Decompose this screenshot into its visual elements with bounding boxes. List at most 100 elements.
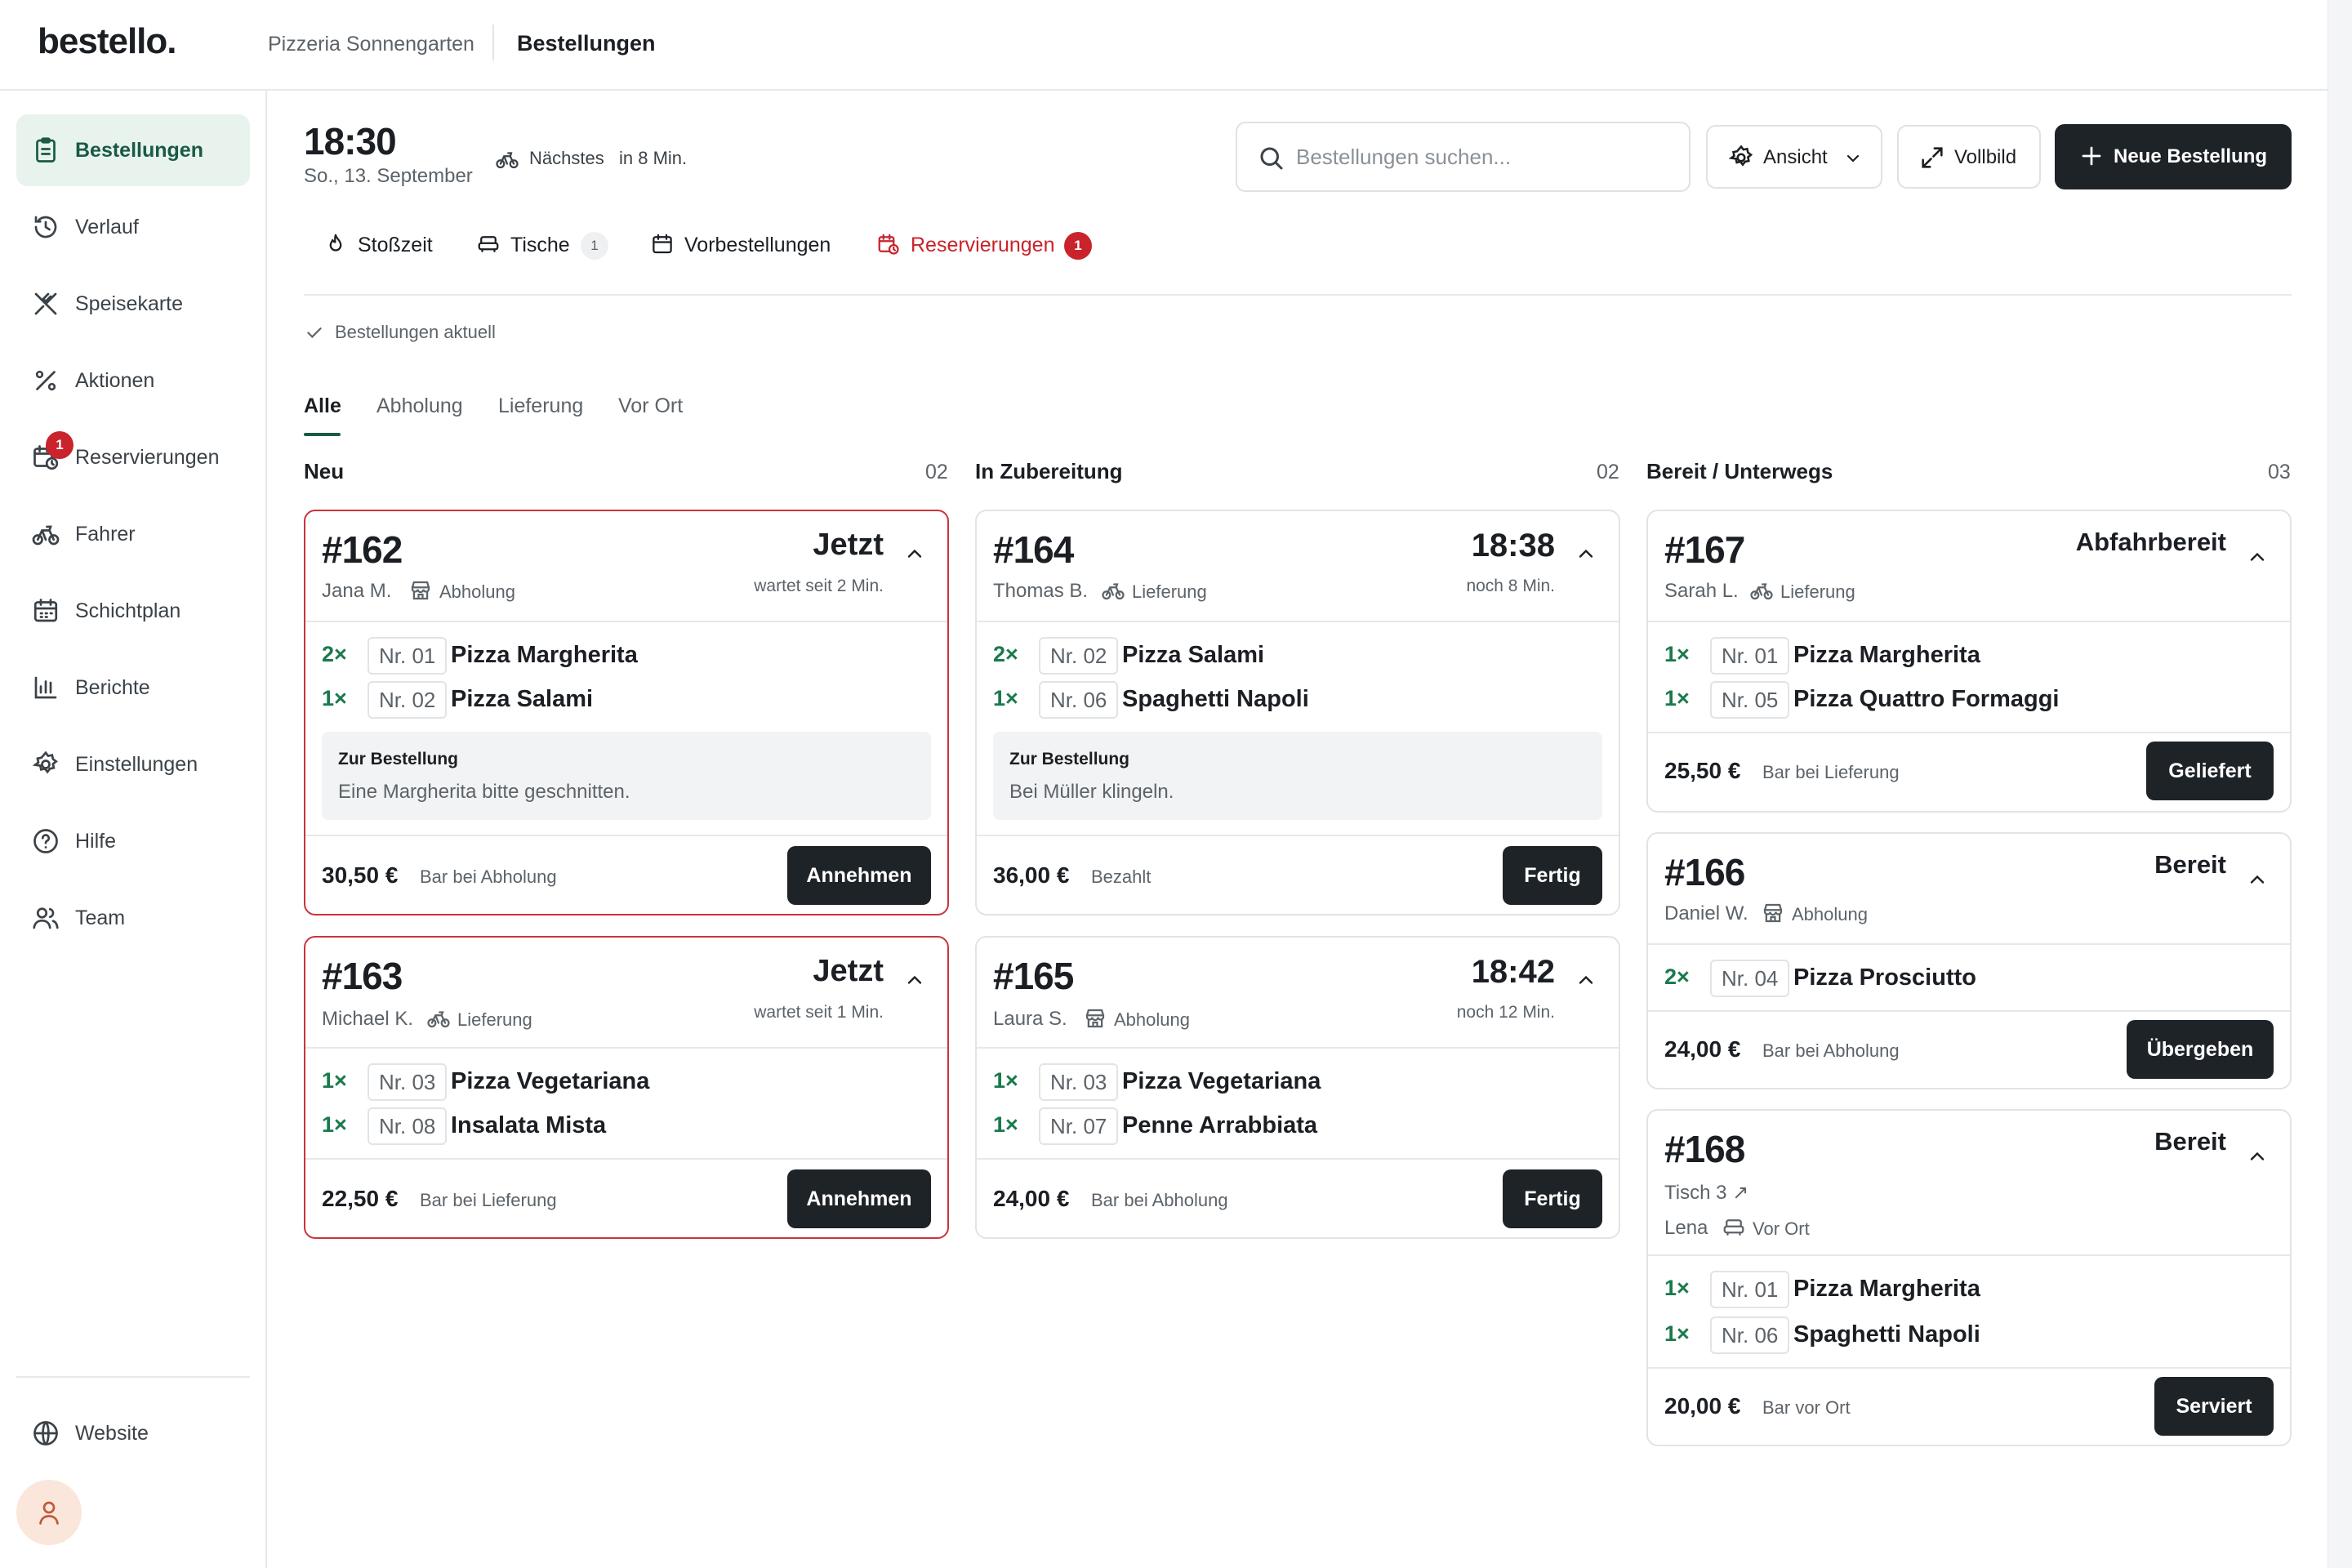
column-title-ready: Bereit / Unterwegs [1646, 459, 1833, 483]
order-card-163[interactable]: #163 Michael K. Lieferung Jetzt wartet s… [304, 936, 949, 1239]
table-link[interactable]: Tisch 3 ↗ [1664, 1182, 1749, 1204]
search-box[interactable] [1236, 122, 1690, 192]
sidebar-item-speisekarte[interactable]: Speisekarte [16, 268, 250, 340]
gear-icon [32, 751, 58, 774]
item-number: Nr. 07 [1039, 1107, 1119, 1145]
bicycle-icon [1102, 583, 1125, 600]
scrollbar-track[interactable] [2328, 0, 2352, 1568]
percent-icon [35, 370, 56, 391]
chevron-up-icon[interactable] [1575, 969, 1597, 991]
order-wait-time: wartet seit 2 Min. [754, 577, 884, 595]
handover-button[interactable]: Übergeben [2127, 1020, 2274, 1079]
chip-tables-count: 1 [581, 232, 608, 260]
order-type-label: Vor Ort [1753, 1218, 1810, 1239]
item-number: Nr. 02 [368, 681, 448, 719]
order-card-166[interactable]: #166 Daniel W. Abholung Bereit 2× Nr. 04… [1646, 832, 2292, 1089]
order-card-footer: 22,50 € Bar bei Lieferung Annehmen [305, 1158, 947, 1237]
chevron-up-icon[interactable] [2246, 868, 2269, 891]
order-card-header: #168 Tisch 3 ↗ Lena Vor Ort Bereit [1648, 1111, 2290, 1256]
sidebar-item-label: Schichtplan [75, 599, 181, 622]
item-number: Nr. 06 [1710, 1316, 1790, 1354]
item-name: Insalata Mista [451, 1112, 607, 1138]
item-quantity: 1× [322, 1068, 347, 1093]
chip-rush-label: Stoßzeit [358, 234, 433, 256]
order-card-header: #167 Sarah L. Lieferung Abfahrbereit [1648, 511, 2290, 622]
expand-icon [1922, 147, 1943, 168]
chevron-up-icon[interactable] [2246, 546, 2269, 568]
item-quantity: 1× [322, 686, 347, 710]
payment-method: Bar bei Abholung [1091, 1190, 1228, 1210]
customer-name: Daniel W. [1664, 902, 1748, 924]
fullscreen-button[interactable]: Vollbild [1897, 125, 2041, 189]
bicycle-icon [1750, 583, 1773, 600]
order-time: Jetzt [813, 954, 884, 988]
chevron-up-icon[interactable] [903, 542, 926, 565]
payment-method: Bezahlt [1091, 866, 1152, 887]
order-total: 25,50 € [1664, 758, 1741, 783]
fullscreen-button-label: Vollbild [1954, 146, 2017, 168]
order-card-header: #166 Daniel W. Abholung Bereit [1648, 834, 2290, 945]
item-name: Pizza Prosciutto [1793, 964, 1976, 991]
order-note: Zur Bestellung Eine Margherita bitte ges… [322, 732, 931, 820]
sidebar-item-einstellungen[interactable]: Einstellungen [16, 728, 250, 800]
header-divider [304, 294, 2292, 296]
item-number: Nr. 06 [1039, 681, 1119, 719]
order-type-label: Lieferung [1780, 581, 1855, 602]
sidebar-item-website[interactable]: Website [16, 1397, 250, 1469]
store-icon [1763, 903, 1783, 923]
tab-vor-ort[interactable]: Vor Ort [618, 394, 684, 417]
sidebar-item-bestellungen[interactable]: Bestellungen [16, 114, 250, 186]
sidebar-item-reservierungen[interactable]: 1 Reservierungen [16, 421, 250, 493]
item-name: Pizza Margherita [1793, 1276, 1980, 1302]
served-button[interactable]: Serviert [2154, 1377, 2274, 1436]
tab-alle[interactable]: Alle [304, 394, 341, 417]
chevron-up-icon[interactable] [2246, 1145, 2269, 1168]
sidebar: Bestellungen Verlauf Speisekarte Aktione… [0, 91, 267, 1568]
delivered-button[interactable]: Geliefert [2146, 742, 2274, 800]
view-button[interactable]: Ansicht [1706, 125, 1882, 189]
current-time: 18:30 [304, 120, 397, 163]
sidebar-item-fahrer[interactable]: Fahrer [16, 498, 250, 570]
order-card-168[interactable]: #168 Tisch 3 ↗ Lena Vor Ort Bereit 1× Nr… [1646, 1109, 2292, 1446]
app-logo[interactable]: bestello. [38, 21, 176, 61]
accept-button[interactable]: Annehmen [787, 846, 931, 905]
avatar[interactable] [16, 1480, 82, 1545]
order-time: 18:38 [1471, 528, 1555, 564]
sidebar-item-label: Speisekarte [75, 292, 184, 315]
sidebar-item-hilfe[interactable]: Hilfe [16, 805, 250, 877]
sidebar-item-berichte[interactable]: Berichte [16, 652, 250, 724]
order-card-162[interactable]: #162 Jana M. Abholung Jetzt wartet seit … [304, 510, 949, 915]
tab-abholung[interactable]: Abholung [376, 394, 463, 417]
sidebar-item-aktionen[interactable]: Aktionen [16, 345, 250, 416]
order-card-164[interactable]: #164 Thomas B. Lieferung 18:38 noch 8 Mi… [975, 510, 1620, 915]
plus-icon [2082, 146, 2101, 166]
sidebar-item-team[interactable]: Team [16, 882, 250, 954]
sidebar-item-schichtplan[interactable]: Schichtplan [16, 575, 250, 647]
new-order-button-label: Neue Bestellung [2114, 145, 2268, 167]
done-button[interactable]: Fertig [1503, 1169, 1602, 1228]
accept-button[interactable]: Annehmen [787, 1169, 931, 1228]
column-title-new: Neu [304, 459, 345, 483]
order-number: #165 [993, 955, 1074, 997]
current-date: So., 13. September [304, 165, 473, 187]
history-icon [34, 216, 57, 238]
breadcrumb-restaurant[interactable]: Pizzeria Sonnengarten [268, 33, 474, 56]
order-card-167[interactable]: #167 Sarah L. Lieferung Abfahrbereit 1× … [1646, 510, 2292, 813]
item-number: Nr. 01 [1710, 637, 1790, 675]
search-input[interactable] [1296, 138, 1672, 176]
tab-lieferung[interactable]: Lieferung [498, 394, 584, 417]
chevron-up-icon[interactable] [903, 969, 926, 991]
order-number: #166 [1664, 851, 1745, 893]
order-type-label: Abholung [439, 581, 515, 602]
column-count-ready: 03 [2268, 461, 2291, 483]
order-total: 30,50 € [322, 862, 399, 888]
order-total: 24,00 € [1664, 1036, 1741, 1062]
item-name: Pizza Quattro Formaggi [1793, 686, 2060, 712]
new-order-button[interactable]: Neue Bestellung [2055, 124, 2292, 189]
item-number: Nr. 02 [1039, 637, 1119, 675]
order-card-footer: 24,00 € Bar bei Abholung Übergeben [1648, 1010, 2290, 1088]
order-card-165[interactable]: #165 Laura S. Abholung 18:42 noch 12 Min… [975, 936, 1620, 1239]
chevron-up-icon[interactable] [1575, 542, 1597, 565]
sidebar-item-verlauf[interactable]: Verlauf [16, 191, 250, 263]
done-button[interactable]: Fertig [1503, 846, 1602, 905]
